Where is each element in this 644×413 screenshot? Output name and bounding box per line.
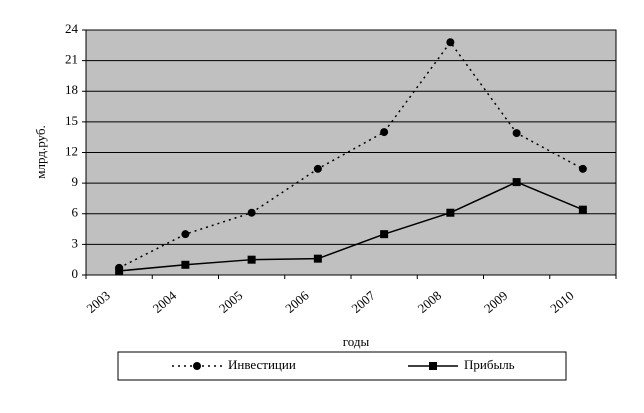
marker [446, 208, 455, 217]
legend-label: Прибыль [464, 357, 515, 372]
marker [446, 38, 455, 47]
marker [247, 255, 256, 264]
marker [512, 178, 521, 187]
legend-label: Инвестиции [228, 357, 296, 372]
x-tick-label: 2007 [348, 287, 378, 316]
legend [117, 351, 567, 381]
y-tick-label: 0 [72, 266, 79, 281]
x-tick-label: 2010 [547, 288, 577, 316]
x-tick-label: 2003 [83, 288, 113, 316]
x-tick-label: 2004 [150, 287, 180, 316]
marker [193, 362, 201, 370]
y-tick-label: 15 [65, 113, 78, 128]
y-tick-label: 3 [72, 235, 79, 250]
marker [512, 129, 521, 138]
marker [578, 164, 587, 173]
marker [181, 260, 190, 269]
marker [429, 362, 437, 370]
x-tick-label: 2005 [216, 288, 246, 316]
y-tick-label: 21 [65, 52, 78, 67]
y-tick-label: 24 [65, 21, 79, 36]
marker [313, 254, 322, 263]
line [118, 40, 584, 269]
marker [115, 266, 124, 275]
y-tick-label: 12 [65, 143, 78, 158]
marker [181, 230, 190, 239]
marker [380, 128, 389, 137]
y-tick-label: 6 [72, 205, 79, 220]
y-tick-label: 9 [72, 174, 79, 189]
x-tick-label: 2008 [415, 288, 445, 316]
marker [578, 205, 587, 214]
line [119, 181, 584, 272]
x-tick-label: 2006 [282, 287, 312, 316]
y-tick-label: 18 [65, 82, 78, 97]
marker [380, 230, 389, 239]
x-tick-label: 2009 [481, 288, 511, 316]
marker [247, 208, 256, 217]
x-axis-label: годы [343, 334, 370, 349]
y-axis-label: млрд.руб. [33, 125, 48, 178]
marker [313, 164, 322, 173]
